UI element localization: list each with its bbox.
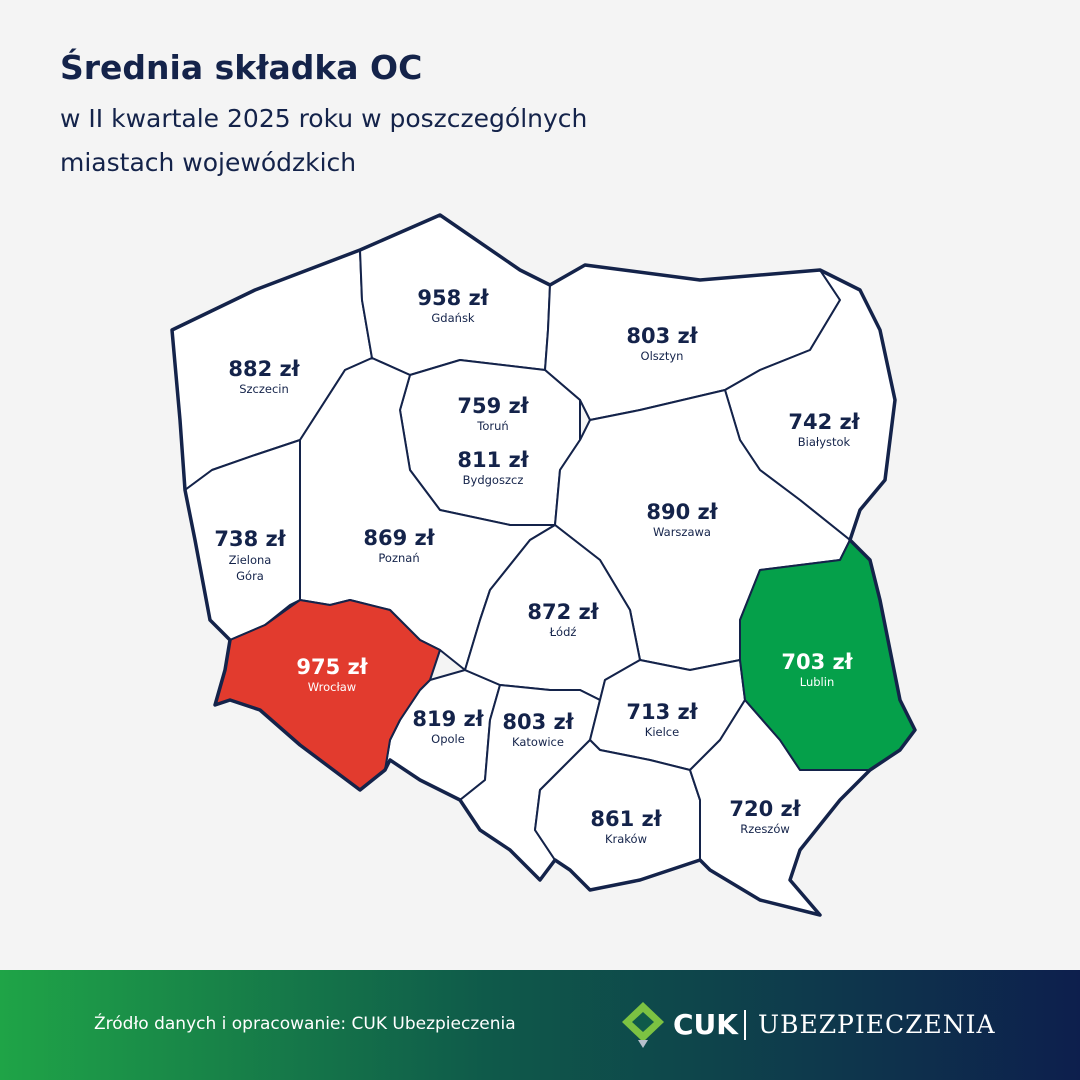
price: 975 zł xyxy=(296,655,368,679)
price: 713 zł xyxy=(626,700,698,724)
city: Gdańsk xyxy=(431,311,475,325)
region-label: 803 zł Olsztyn xyxy=(626,324,697,363)
title: Średnia składka OC xyxy=(60,48,423,87)
region-label: 703 zł Lublin xyxy=(781,650,852,689)
city: Zielona Góra xyxy=(228,553,272,583)
price: 703 zł xyxy=(781,650,853,674)
city: Szczecin xyxy=(239,382,289,396)
region-label: 958 zł Gdańsk xyxy=(417,286,488,325)
price: 720 zł xyxy=(729,797,801,821)
price: 738 zł xyxy=(214,527,286,551)
price: 872 zł xyxy=(527,600,599,624)
city: Warszawa xyxy=(653,525,711,539)
region-label: 869 zł Poznań xyxy=(363,526,434,565)
price: 759 zł xyxy=(457,394,529,418)
city: Rzeszów xyxy=(740,822,790,836)
city: Białystok xyxy=(797,435,851,449)
city: Łódź xyxy=(549,625,577,639)
price: 811 zł xyxy=(457,448,529,472)
region-label: 861 zł Kraków xyxy=(590,807,661,846)
city: Wrocław xyxy=(307,680,357,694)
source: Źródło danych i opracowanie: CUK Ubezpie… xyxy=(94,1014,516,1034)
price: 958 zł xyxy=(417,286,489,310)
city: Olsztyn xyxy=(640,349,684,363)
logo-divider xyxy=(744,1010,746,1040)
city: Kraków xyxy=(604,832,648,846)
footer: Źródło danych i opracowanie: CUK Ubezpie… xyxy=(0,970,1080,1080)
logo-short: CUK xyxy=(673,1008,738,1041)
region-label: 975 zł Wrocław xyxy=(296,655,367,694)
map xyxy=(170,213,917,917)
region-label: 811 zł Bydgoszcz xyxy=(457,448,528,487)
logo-long: UBEZPIECZENIA xyxy=(758,1010,996,1039)
region-label: 759 zł Toruń xyxy=(457,394,528,433)
price: 890 zł xyxy=(646,500,718,524)
subtitle: miastach wojewódzkich xyxy=(60,148,357,177)
price: 803 zł xyxy=(626,324,698,348)
city: Lublin xyxy=(799,675,835,689)
city: Toruń xyxy=(477,419,509,433)
region-label: 738 zł Zielona Góra xyxy=(214,527,285,584)
logo-icon xyxy=(622,1002,664,1048)
price: 861 zł xyxy=(590,807,662,831)
price: 803 zł xyxy=(502,710,574,734)
region-label: 872 zł Łódź xyxy=(527,600,598,639)
city: Bydgoszcz xyxy=(462,473,524,487)
price: 819 zł xyxy=(412,707,484,731)
city: Opole xyxy=(431,732,465,746)
region-label: 720 zł Rzeszów xyxy=(729,797,800,836)
price: 742 zł xyxy=(788,410,860,434)
city: Katowice xyxy=(512,735,564,749)
region-label: 742 zł Białystok xyxy=(788,410,859,449)
region-label: 882 zł Szczecin xyxy=(228,357,299,396)
city: Poznań xyxy=(378,551,420,565)
region-label: 890 zł Warszawa xyxy=(646,500,717,539)
price: 882 zł xyxy=(228,357,300,381)
country-outline xyxy=(170,213,917,917)
city: Kielce xyxy=(644,725,680,739)
price: 869 zł xyxy=(363,526,435,550)
region-label: 803 zł Katowice xyxy=(502,710,573,749)
region-label: 713 zł Kielce xyxy=(626,700,697,739)
subtitle: w II kwartale 2025 roku w poszczególnych xyxy=(60,104,588,133)
region-label: 819 zł Opole xyxy=(412,707,483,746)
